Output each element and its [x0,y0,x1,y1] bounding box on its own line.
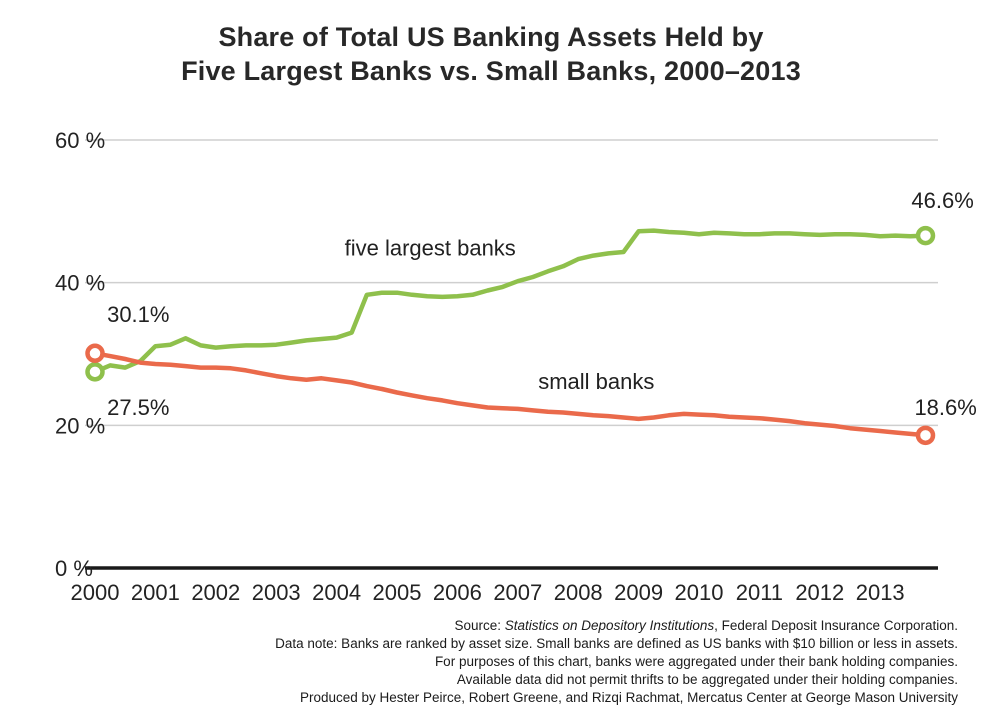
endpoint-marker-small-banks [915,425,936,446]
annotation-30.1%: 30.1% [107,302,169,327]
x-tick-label-2009: 2009 [614,580,663,605]
x-tick-label-2007: 2007 [493,580,542,605]
x-tick-label-2006: 2006 [433,580,482,605]
x-tick-label-2010: 2010 [675,580,724,605]
footer-note-aggregation: For purposes of this chart, banks were a… [434,654,958,669]
x-tick-label-2000: 2000 [71,580,120,605]
x-tick-label-2012: 2012 [795,580,844,605]
x-tick-label-2003: 2003 [252,580,301,605]
footer-source-suffix: , Federal Deposit Insurance Corporation. [714,618,958,633]
annotation-18.6%: 18.6% [914,395,976,420]
x-tick-label-2011: 2011 [736,580,783,605]
footer-data-note: Data note: Banks are ranked by asset siz… [275,636,958,651]
annotation-five-largest-banks: five largest banks [345,236,516,261]
series-line-small-banks [92,351,928,438]
x-tick-label-2005: 2005 [373,580,422,605]
series-line-five-largest-banks [92,228,928,375]
y-tick-label-60: 60 % [55,128,105,153]
source-footer: Source: Statistics on Depository Institu… [120,617,958,707]
x-tick-label-2013: 2013 [856,580,905,605]
footer-note-thrifts: Available data did not permit thrifts to… [456,672,958,687]
footer-source-line: Source: Statistics on Depository Institu… [120,617,958,635]
endpoint-marker-five-largest-banks [85,362,105,382]
banking-assets-line-chart: 0 % 20 % 40 % 60 % 2000 2001 2002 2003 2004 2005 2… [55,128,977,605]
x-tick-label-2004: 2004 [312,580,361,605]
chart-title-line1: Share of Total US Banking Assets Held by [218,22,764,52]
footer-source-title: Statistics on Depository Institutions [504,618,715,633]
endpoint-marker-small-banks [85,343,105,364]
footer-source-prefix: Source: [454,618,505,633]
chart-title-line2: Five Largest Banks vs. Small Banks, 2000… [181,56,801,86]
x-tick-label-2001: 2001 [131,580,180,605]
y-tick-label-0: 0 % [55,556,93,581]
annotation-small-banks: small banks [538,369,654,394]
x-tick-label-2002: 2002 [191,580,240,605]
endpoint-marker-five-largest-banks [915,225,936,246]
annotation-46.6%: 46.6% [911,188,973,213]
y-tick-label-40: 40 % [55,271,105,296]
x-tick-label-2008: 2008 [554,580,603,605]
y-tick-label-20: 20 % [55,413,105,438]
annotation-27.5%: 27.5% [107,395,169,420]
footer-credit: Produced by Hester Peirce, Robert Greene… [299,690,958,705]
chart-title: Share of Total US Banking Assets Held by… [0,20,982,88]
